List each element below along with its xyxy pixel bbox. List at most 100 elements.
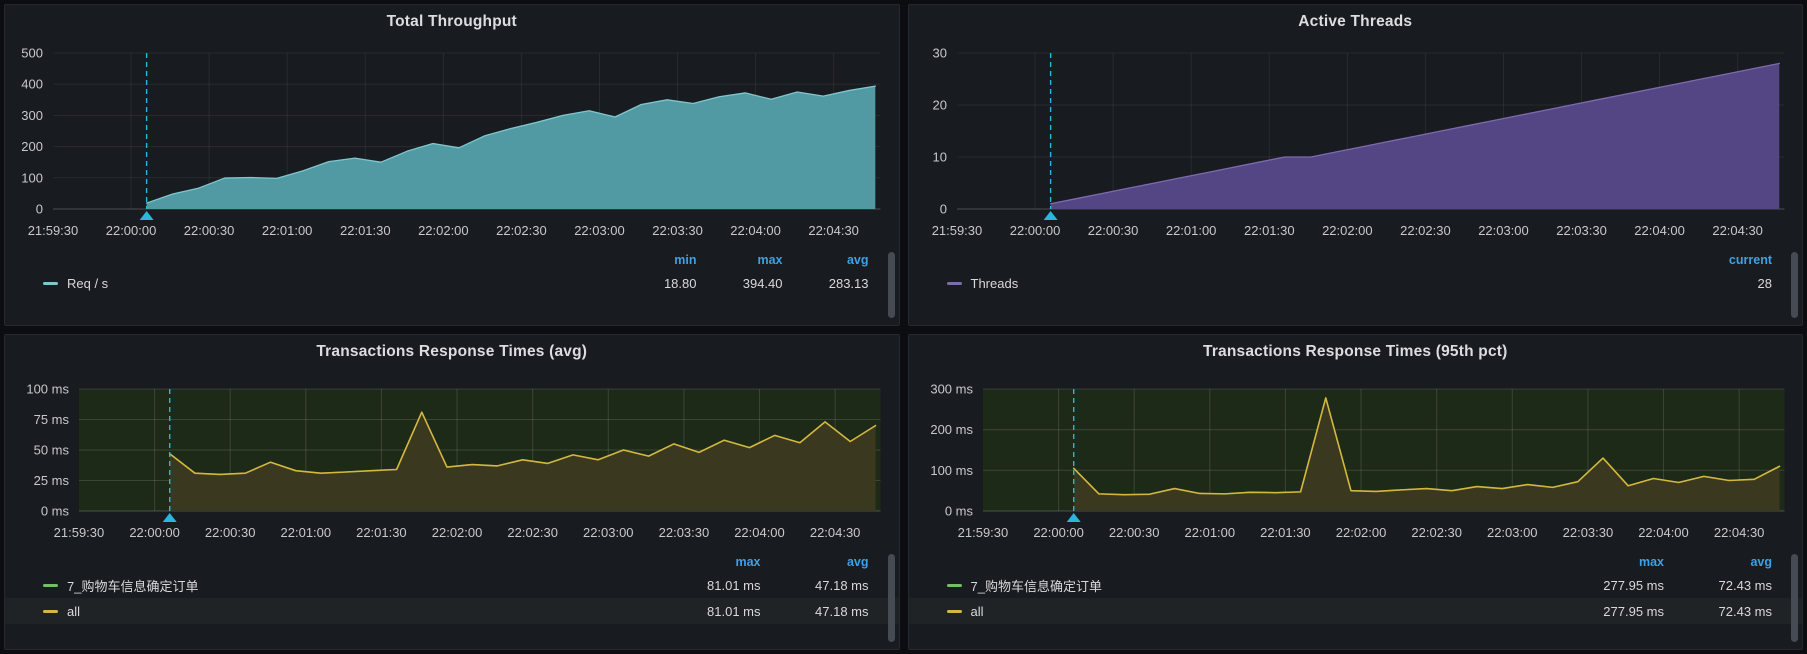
legend-label-transaction[interactable]: 7_购物车信息确定订单: [67, 578, 199, 594]
svg-text:22:03:30: 22:03:30: [659, 525, 710, 540]
svg-text:22:04:30: 22:04:30: [1713, 525, 1764, 540]
svg-text:21:59:30: 21:59:30: [54, 525, 105, 540]
legend-header-row: current: [909, 250, 1803, 270]
legend-active-threads: current Threads 28: [909, 247, 1803, 325]
svg-text:22:03:30: 22:03:30: [652, 223, 703, 238]
panel-active-threads: Active Threads 0 10 20 30 21:59:30 22:00:00 22…: [907, 4, 1803, 326]
svg-text:300 ms: 300 ms: [930, 382, 973, 397]
legend-value-max: 81.01 ms: [707, 577, 761, 593]
panel-header-response-times-95pct[interactable]: Transactions Response Times (95th pct): [909, 335, 1803, 369]
legend-value-avg: 47.18 ms: [815, 603, 869, 619]
svg-text:500: 500: [21, 46, 43, 61]
chart-canvas-active-threads[interactable]: 0 10 20 30 21:59:30 22:00:00 22:00:30 22:01:00 2…: [909, 39, 1803, 247]
svg-text:75 ms: 75 ms: [34, 412, 70, 427]
svg-text:22:02:30: 22:02:30: [1411, 525, 1462, 540]
panel-response-times-avg: Transactions Response Times (avg) 0 ms 25…: [4, 334, 900, 650]
series-color-dash: [43, 583, 58, 587]
chart-canvas-response-times-95pct[interactable]: 0 ms 100 ms 200 ms 300 ms 21:59:30 22:00:00 22…: [909, 369, 1803, 549]
chart-total-throughput[interactable]: 0 100 200 300 400 500 21:59:30 22:00:00 22:00:30…: [5, 39, 899, 247]
legend-header-row: min max avg: [5, 250, 899, 270]
legend-header-avg[interactable]: avg: [846, 555, 869, 569]
svg-text:10: 10: [932, 149, 946, 164]
chart-active-threads[interactable]: 0 10 20 30 21:59:30 22:00:00 22:00:30 22:01:00 2…: [909, 39, 1803, 247]
legend-label-threads[interactable]: Threads: [970, 275, 1019, 291]
legend-header-max[interactable]: max: [757, 253, 783, 267]
legend-value-max: 277.95 ms: [1603, 603, 1664, 619]
svg-text:300: 300: [21, 108, 43, 123]
legend-value-avg: 72.43 ms: [1718, 603, 1772, 619]
legend-row-all: all 81.01 ms 47.18 ms: [5, 598, 899, 624]
legend-header-avg[interactable]: avg: [846, 253, 869, 267]
legend-value-min: 18.80: [663, 275, 697, 291]
svg-text:22:00:00: 22:00:00: [106, 223, 157, 238]
legend-scrollbar-thumb[interactable]: [887, 554, 895, 642]
svg-text:100: 100: [21, 170, 43, 185]
svg-text:0: 0: [939, 201, 946, 216]
svg-text:22:04:00: 22:04:00: [734, 525, 785, 540]
svg-text:22:01:30: 22:01:30: [340, 223, 391, 238]
chart-canvas-response-times-avg[interactable]: 0 ms 25 ms 50 ms 75 ms 100 ms 21:59:30 22:00:0…: [5, 369, 899, 549]
legend-header-min[interactable]: min: [674, 253, 697, 267]
series-color-dash: [946, 281, 962, 285]
svg-text:22:02:00: 22:02:00: [1335, 525, 1386, 540]
legend-header-row: max avg: [5, 552, 899, 572]
svg-text:400: 400: [21, 77, 43, 92]
legend-value-max: 277.95 ms: [1603, 577, 1664, 593]
svg-text:22:01:30: 22:01:30: [356, 525, 407, 540]
chart-canvas-total-throughput[interactable]: 0 100 200 300 400 500 21:59:30 22:00:00 22:00:30…: [5, 39, 899, 247]
svg-text:30: 30: [932, 46, 946, 61]
legend-header-max[interactable]: max: [735, 555, 761, 569]
legend-scrollbar-thumb[interactable]: [1791, 252, 1798, 318]
panel-response-times-95pct: Transactions Response Times (95th pct) 0…: [907, 334, 1803, 650]
chart-response-times-95pct[interactable]: 0 ms 100 ms 200 ms 300 ms 21:59:30 22:00:00 22…: [909, 369, 1803, 549]
svg-text:21:59:30: 21:59:30: [931, 223, 982, 238]
legend-header-current[interactable]: current: [1728, 253, 1772, 267]
legend-label-all[interactable]: all: [67, 603, 81, 619]
panel-header-total-throughput[interactable]: Total Throughput: [5, 5, 899, 39]
legend-scrollbar-thumb[interactable]: [887, 252, 895, 318]
svg-text:20: 20: [932, 98, 946, 113]
svg-text:100 ms: 100 ms: [26, 382, 69, 397]
legend-label-reqs[interactable]: Req / s: [67, 275, 109, 291]
legend-value-avg: 72.43 ms: [1718, 577, 1772, 593]
svg-text:22:04:30: 22:04:30: [808, 223, 859, 238]
legend-label-all[interactable]: all: [970, 603, 984, 619]
legend-response-times-avg: max avg 7_购物车信息确定订单 81.01 ms 47.18 ms al…: [5, 549, 899, 649]
legend-value-current: 28: [1757, 275, 1772, 291]
panel-title: Active Threads: [1298, 13, 1413, 30]
legend-header-avg[interactable]: avg: [1750, 555, 1772, 569]
svg-text:22:03:30: 22:03:30: [1562, 525, 1613, 540]
svg-text:21:59:30: 21:59:30: [28, 223, 79, 238]
svg-text:22:01:00: 22:01:00: [1165, 223, 1216, 238]
svg-text:22:00:30: 22:00:30: [184, 223, 235, 238]
chart-response-times-avg[interactable]: 0 ms 25 ms 50 ms 75 ms 100 ms 21:59:30 22:00:0…: [5, 369, 899, 549]
legend-label-transaction[interactable]: 7_购物车信息确定订单: [970, 578, 1102, 594]
svg-text:22:01:30: 22:01:30: [1260, 525, 1311, 540]
svg-text:22:03:00: 22:03:00: [574, 223, 625, 238]
svg-text:22:04:30: 22:04:30: [810, 525, 861, 540]
panel-header-response-times-avg[interactable]: Transactions Response Times (avg): [5, 335, 899, 369]
svg-text:22:00:00: 22:00:00: [129, 525, 180, 540]
svg-text:22:01:00: 22:01:00: [1184, 525, 1235, 540]
series-color-dash: [946, 583, 962, 587]
legend-row-threads: Threads 28: [909, 270, 1803, 296]
svg-text:22:01:00: 22:01:00: [262, 223, 313, 238]
series-color-dash: [43, 281, 58, 285]
legend-value-max: 394.40: [742, 275, 783, 291]
legend-row-all: all 277.95 ms 72.43 ms: [909, 598, 1803, 624]
panel-header-active-threads[interactable]: Active Threads: [909, 5, 1803, 39]
legend-scrollbar-thumb[interactable]: [1791, 554, 1798, 642]
legend-value-avg: 283.13: [828, 275, 869, 291]
svg-text:0 ms: 0 ms: [944, 503, 973, 518]
svg-text:100 ms: 100 ms: [930, 463, 973, 478]
panel-title: Total Throughput: [386, 13, 517, 30]
svg-text:0 ms: 0 ms: [41, 503, 70, 518]
svg-text:22:04:00: 22:04:00: [1634, 223, 1685, 238]
legend-header-max[interactable]: max: [1638, 555, 1664, 569]
legend-row-transaction: 7_购物车信息确定订单 277.95 ms 72.43 ms: [909, 572, 1803, 598]
legend-response-times-95pct: max avg 7_购物车信息确定订单 277.95 ms 72.43 ms a…: [909, 549, 1803, 649]
svg-text:22:02:30: 22:02:30: [1400, 223, 1451, 238]
svg-text:22:04:00: 22:04:00: [1638, 525, 1689, 540]
svg-text:22:00:00: 22:00:00: [1033, 525, 1084, 540]
svg-text:22:00:30: 22:00:30: [205, 525, 256, 540]
